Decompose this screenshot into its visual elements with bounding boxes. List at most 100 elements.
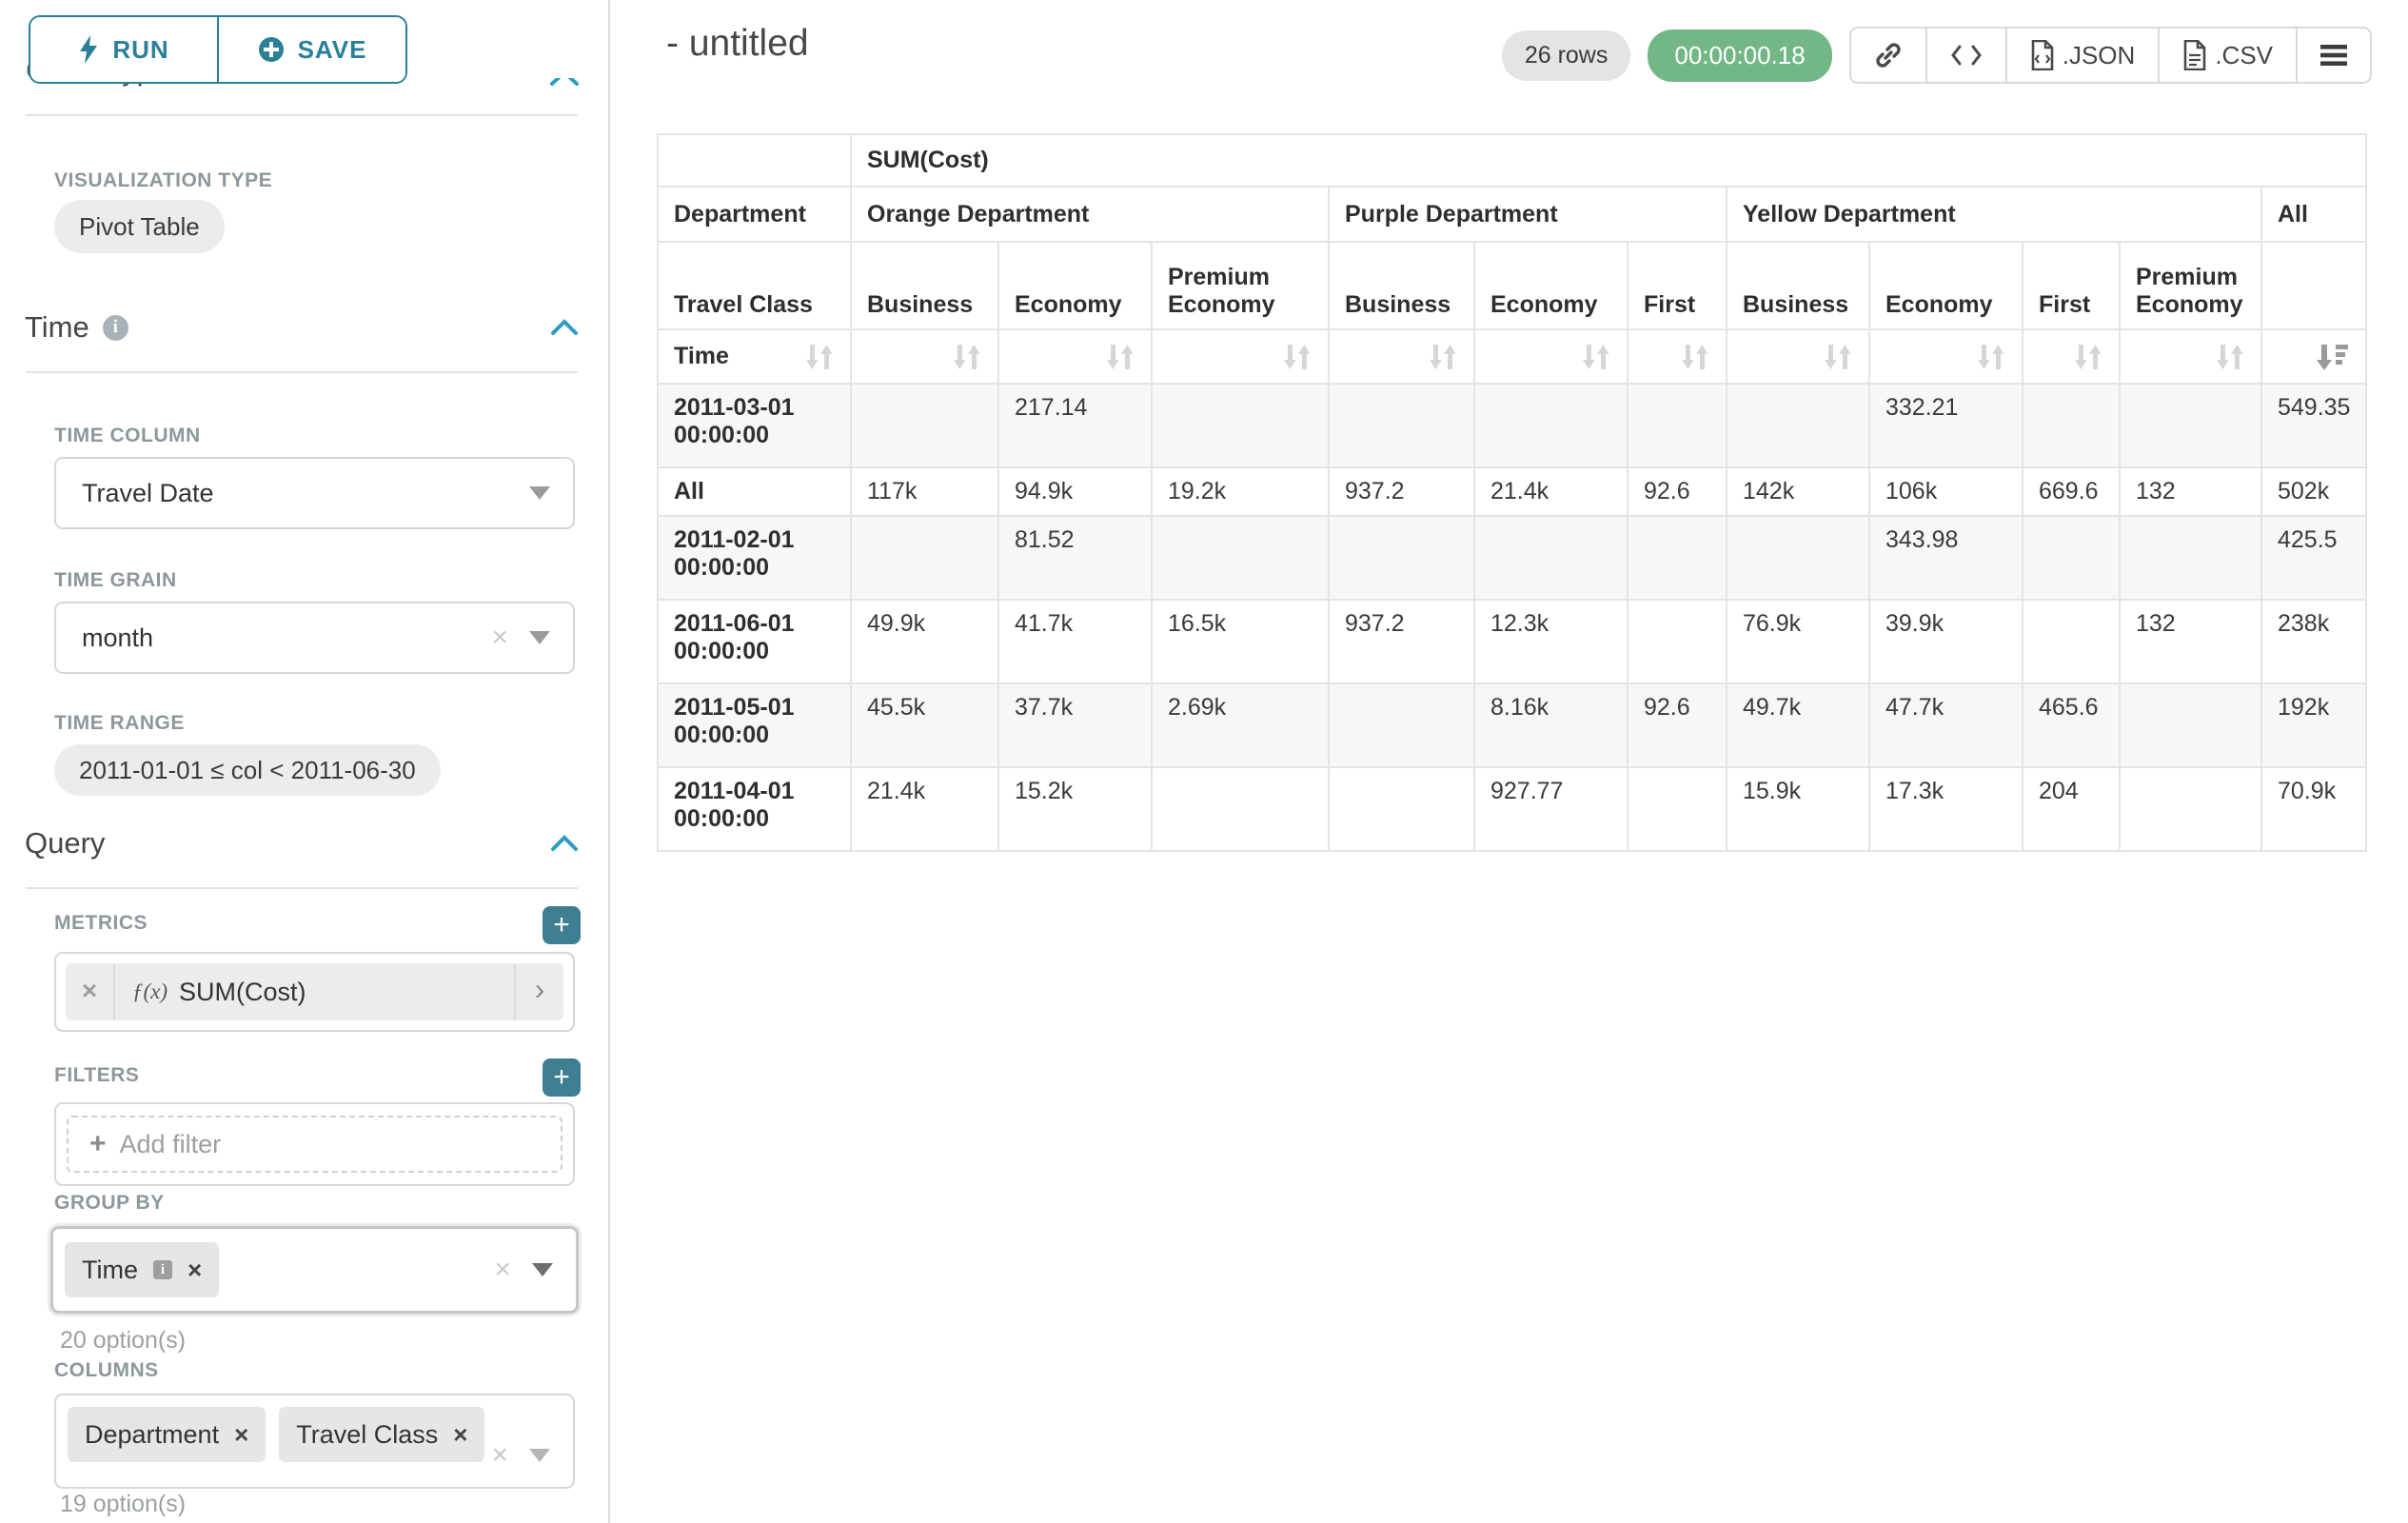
sort-icon[interactable] — [1581, 343, 1611, 371]
sort-icon[interactable] — [2073, 343, 2103, 371]
sort-header-cell — [1473, 328, 1628, 385]
viz-type-pill[interactable]: Pivot Table — [54, 200, 225, 253]
remove-chip-icon[interactable]: × — [234, 1419, 249, 1449]
pivot-cell: 142k — [1726, 466, 1870, 517]
lightning-icon — [80, 35, 98, 64]
sort-icon[interactable] — [952, 343, 982, 371]
time-grain-label: TIME GRAIN — [54, 569, 177, 591]
clear-icon[interactable]: × — [494, 1254, 511, 1285]
pivot-cell: 132 — [2119, 466, 2262, 517]
add-filter-dropzone[interactable]: + Add filter — [67, 1116, 563, 1173]
travel-class-cell: Business — [1328, 241, 1475, 330]
sort-icon[interactable] — [1282, 343, 1313, 371]
row-count-badge: 26 rows — [1501, 30, 1631, 81]
json-file-icon — [2031, 40, 2054, 70]
section-divider — [26, 371, 578, 373]
pivot-cell — [2119, 515, 2262, 601]
sort-header-cell — [1726, 328, 1870, 385]
copy-link-button[interactable] — [1851, 29, 1927, 82]
travel-class-cell: Premium Economy — [2119, 241, 2262, 330]
sort-icon[interactable] — [2215, 343, 2245, 371]
pivot-cell: 47.7k — [1868, 682, 2023, 768]
info-icon: i — [153, 1260, 172, 1279]
run-button[interactable]: RUN — [30, 17, 219, 82]
department-group-cell: All — [2260, 186, 2368, 243]
control-panel: Chart Type RUN SAVE VISUALIZATION TYPE P… — [0, 0, 610, 1523]
sort-header-cell — [1868, 328, 2023, 385]
pivot-cell — [1328, 766, 1475, 852]
pivot-cell: 92.6 — [1627, 682, 1727, 768]
clear-icon[interactable]: × — [491, 622, 508, 653]
row-header-cell: 2011-05-01 00:00:00 — [657, 682, 852, 768]
pivot-cell: 238k — [2260, 599, 2368, 684]
filters-label: FILTERS — [54, 1064, 140, 1086]
sort-desc-icon[interactable] — [2316, 343, 2350, 371]
department-axis-cell: Department — [657, 186, 852, 243]
pivot-cell — [1151, 383, 1330, 468]
remove-metric-icon[interactable]: × — [66, 963, 115, 1020]
add-filter-button[interactable]: + — [543, 1058, 581, 1097]
sort-icon[interactable] — [1428, 343, 1458, 371]
pivot-cell: 39.9k — [1868, 599, 2023, 684]
metric-chip[interactable]: × ƒ(x) SUM(Cost) › — [66, 963, 563, 1020]
department-group-cell: Orange Department — [850, 186, 1330, 243]
pivot-cell — [2119, 682, 2262, 768]
pivot-cell: 192k — [2260, 682, 2368, 768]
group-by-chip[interactable]: Time i × — [65, 1242, 220, 1297]
sort-header-cell — [1627, 328, 1727, 385]
sort-header-cell — [850, 328, 999, 385]
time-grain-select[interactable]: month × — [54, 602, 575, 674]
pivot-cell: 502k — [2260, 466, 2368, 517]
pivot-cell: 49.9k — [850, 599, 999, 684]
chart-title[interactable]: - untitled — [666, 23, 809, 64]
sort-icon[interactable] — [804, 343, 835, 371]
pivot-cell — [1328, 383, 1475, 468]
export-csv-button[interactable]: .CSV — [2160, 29, 2298, 82]
pivot-cell: 70.9k — [2260, 766, 2368, 852]
sort-icon[interactable] — [1680, 343, 1710, 371]
expand-metric-icon[interactable]: › — [514, 963, 563, 1020]
group-by-select[interactable]: Time i × × — [50, 1226, 579, 1314]
collapse-query-icon[interactable] — [549, 834, 580, 853]
sort-icon[interactable] — [1823, 343, 1853, 371]
time-range-pill[interactable]: 2011-01-01 ≤ col < 2011-06-30 — [54, 744, 441, 796]
sort-icon[interactable] — [1105, 343, 1135, 371]
pivot-cell: 425.5 — [2260, 515, 2368, 601]
remove-chip-icon[interactable]: × — [453, 1419, 468, 1449]
clear-icon[interactable]: × — [491, 1439, 508, 1471]
columns-chip[interactable]: Travel Class × — [279, 1407, 485, 1462]
pivot-cell: 669.6 — [2022, 466, 2121, 517]
travel-class-cell — [2260, 241, 2368, 330]
add-metric-button[interactable]: + — [543, 906, 581, 944]
pivot-cell: 549.35 — [2260, 383, 2368, 468]
sort-header-cell — [1328, 328, 1475, 385]
columns-chip[interactable]: Department × — [68, 1407, 266, 1462]
hamburger-icon — [2320, 45, 2347, 66]
travel-class-cell: First — [2022, 241, 2121, 330]
collapse-time-icon[interactable] — [549, 318, 580, 337]
link-icon — [1876, 43, 1901, 68]
run-save-button-group: RUN SAVE — [29, 15, 407, 84]
table-row: 2011-03-01 00:00:00 217.14 332.21 549.35 — [657, 383, 2368, 468]
row-header-cell: 2011-02-01 00:00:00 — [657, 515, 852, 601]
info-icon: i — [102, 314, 128, 341]
travel-class-cell: Business — [1726, 241, 1870, 330]
columns-select[interactable]: Department × Travel Class × × — [54, 1394, 575, 1489]
pivot-cell — [1151, 515, 1330, 601]
save-button[interactable]: SAVE — [219, 17, 405, 82]
chart-type-collapse-icon[interactable] — [548, 78, 581, 88]
time-column-select[interactable]: Travel Date — [54, 457, 575, 529]
group-by-option-count: 20 option(s) — [60, 1327, 187, 1354]
pivot-cell — [850, 515, 999, 601]
view-query-button[interactable] — [1927, 29, 2007, 82]
export-json-button[interactable]: .JSON — [2007, 29, 2161, 82]
pivot-cell — [2022, 515, 2121, 601]
pivot-cell: 21.4k — [850, 766, 999, 852]
plus-circle-icon — [258, 37, 284, 62]
sort-icon[interactable] — [1976, 343, 2006, 371]
menu-button[interactable] — [2298, 29, 2370, 82]
chevron-down-icon — [529, 486, 550, 500]
remove-chip-icon[interactable]: × — [188, 1255, 203, 1284]
export-button-group: .JSON .CSV — [1848, 27, 2372, 84]
pivot-cell: 927.77 — [1473, 766, 1628, 852]
